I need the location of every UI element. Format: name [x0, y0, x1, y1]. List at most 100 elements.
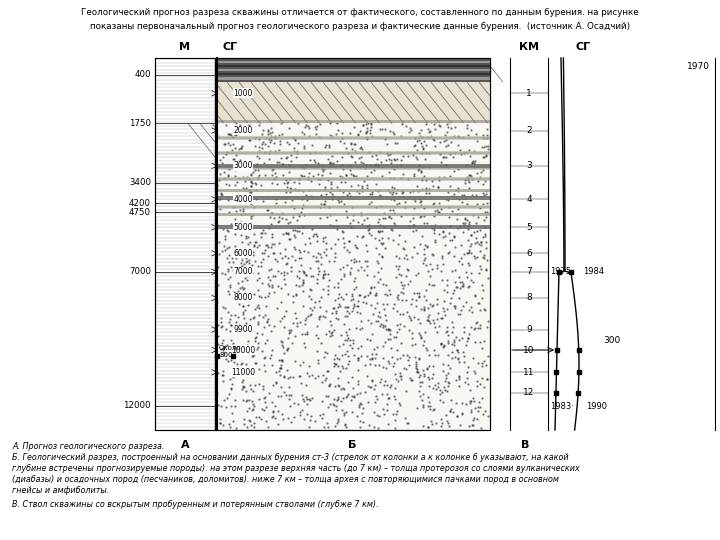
Point	[428, 404, 440, 413]
Point	[297, 330, 308, 339]
Point	[340, 207, 351, 216]
Point	[364, 228, 375, 237]
Point	[266, 283, 278, 292]
Point	[409, 141, 420, 150]
Point	[249, 381, 261, 390]
Point	[315, 293, 327, 301]
Point	[262, 117, 274, 125]
Point	[383, 359, 395, 367]
Point	[466, 421, 477, 429]
Point	[431, 100, 442, 109]
Point	[441, 83, 453, 91]
Point	[341, 330, 353, 339]
Point	[347, 339, 359, 347]
Point	[219, 234, 230, 243]
Point	[407, 329, 418, 338]
Point	[216, 402, 228, 410]
Point	[438, 307, 450, 315]
Point	[238, 375, 249, 384]
Point	[462, 200, 473, 208]
Point	[444, 422, 455, 430]
Point	[243, 122, 254, 130]
Point	[248, 78, 259, 86]
Point	[228, 416, 239, 425]
Point	[312, 161, 324, 170]
Point	[379, 244, 390, 253]
Point	[318, 234, 329, 243]
Point	[322, 213, 333, 221]
Point	[362, 382, 374, 390]
Point	[374, 361, 385, 369]
Point	[452, 354, 464, 362]
Point	[256, 229, 267, 238]
Point	[451, 346, 463, 354]
Point	[407, 341, 418, 349]
Point	[376, 112, 387, 120]
Point	[449, 301, 461, 310]
Point	[391, 85, 402, 93]
Point	[438, 383, 450, 391]
Point	[325, 244, 337, 252]
Point	[404, 221, 415, 230]
Point	[243, 395, 255, 404]
Point	[257, 312, 269, 321]
Point	[333, 197, 345, 206]
Point	[318, 353, 330, 361]
Point	[248, 419, 260, 428]
Text: 5000: 5000	[233, 223, 253, 232]
Point	[402, 175, 414, 184]
Point	[458, 301, 469, 310]
Point	[257, 138, 269, 146]
Point	[312, 256, 323, 265]
Point	[456, 408, 467, 417]
Point	[264, 111, 276, 120]
Point	[352, 103, 364, 111]
Text: 7000: 7000	[129, 267, 151, 276]
Point	[225, 384, 237, 393]
Point	[461, 161, 472, 170]
Point	[361, 124, 373, 132]
Point	[448, 302, 459, 310]
Point	[432, 183, 444, 191]
Point	[460, 194, 472, 202]
Point	[285, 326, 297, 334]
Point	[371, 343, 382, 352]
Point	[348, 285, 360, 293]
Point	[301, 313, 312, 322]
Point	[240, 319, 251, 327]
Point	[402, 98, 414, 107]
Point	[336, 129, 347, 138]
Point	[442, 381, 454, 390]
Point	[446, 207, 457, 215]
Point	[318, 271, 329, 279]
Point	[273, 146, 284, 154]
Point	[288, 144, 300, 152]
Point	[479, 230, 490, 238]
Point	[351, 323, 362, 332]
Point	[341, 335, 353, 344]
Point	[459, 149, 470, 158]
Point	[415, 212, 427, 220]
Point	[459, 214, 471, 222]
Point	[359, 292, 371, 300]
Point	[405, 126, 417, 135]
Point	[448, 289, 459, 298]
Point	[418, 305, 430, 314]
Point	[298, 339, 310, 347]
Point	[342, 303, 354, 312]
Point	[361, 84, 373, 93]
Point	[299, 211, 310, 219]
Point	[322, 367, 333, 375]
Point	[420, 148, 432, 157]
Point	[261, 417, 272, 426]
Text: СГ: СГ	[222, 42, 238, 52]
Point	[310, 256, 322, 265]
Point	[357, 107, 369, 116]
Point	[334, 107, 346, 116]
Point	[361, 271, 372, 280]
Point	[223, 258, 235, 267]
Point	[303, 186, 315, 194]
Point	[349, 140, 361, 149]
Point	[230, 230, 241, 238]
Point	[359, 164, 371, 172]
